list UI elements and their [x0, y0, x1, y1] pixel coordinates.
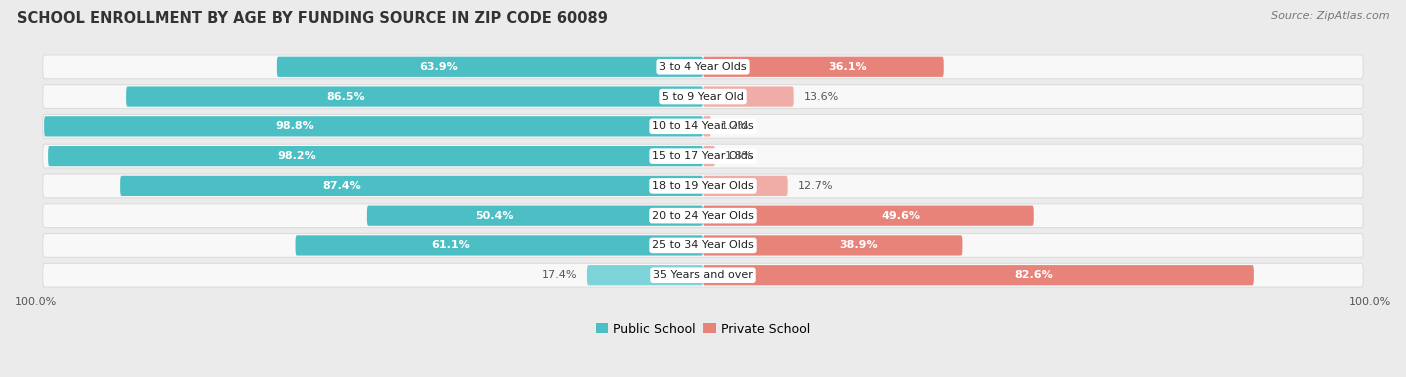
- Text: 3 to 4 Year Olds: 3 to 4 Year Olds: [659, 62, 747, 72]
- Text: 86.5%: 86.5%: [326, 92, 364, 101]
- FancyBboxPatch shape: [703, 265, 1254, 285]
- FancyBboxPatch shape: [703, 146, 716, 166]
- Text: 49.6%: 49.6%: [882, 211, 921, 221]
- FancyBboxPatch shape: [703, 86, 794, 107]
- FancyBboxPatch shape: [127, 86, 703, 107]
- Text: 17.4%: 17.4%: [541, 270, 576, 280]
- FancyBboxPatch shape: [42, 115, 1364, 138]
- Text: 50.4%: 50.4%: [475, 211, 513, 221]
- Text: 87.4%: 87.4%: [322, 181, 361, 191]
- FancyBboxPatch shape: [42, 233, 1364, 257]
- Text: 36.1%: 36.1%: [828, 62, 866, 72]
- FancyBboxPatch shape: [703, 235, 963, 256]
- Text: 15 to 17 Year Olds: 15 to 17 Year Olds: [652, 151, 754, 161]
- Text: 98.2%: 98.2%: [277, 151, 316, 161]
- FancyBboxPatch shape: [586, 265, 703, 285]
- Text: 10 to 14 Year Olds: 10 to 14 Year Olds: [652, 121, 754, 131]
- Text: 12.7%: 12.7%: [797, 181, 834, 191]
- FancyBboxPatch shape: [367, 205, 703, 226]
- Text: 18 to 19 Year Olds: 18 to 19 Year Olds: [652, 181, 754, 191]
- FancyBboxPatch shape: [42, 144, 1364, 168]
- FancyBboxPatch shape: [703, 205, 1033, 226]
- Legend: Public School, Private School: Public School, Private School: [591, 317, 815, 340]
- Text: 1.8%: 1.8%: [725, 151, 754, 161]
- FancyBboxPatch shape: [120, 176, 703, 196]
- Text: 25 to 34 Year Olds: 25 to 34 Year Olds: [652, 241, 754, 250]
- Text: 13.6%: 13.6%: [804, 92, 839, 101]
- FancyBboxPatch shape: [42, 85, 1364, 109]
- Text: 5 to 9 Year Old: 5 to 9 Year Old: [662, 92, 744, 101]
- Text: 82.6%: 82.6%: [1014, 270, 1053, 280]
- Text: 20 to 24 Year Olds: 20 to 24 Year Olds: [652, 211, 754, 221]
- FancyBboxPatch shape: [42, 263, 1364, 287]
- Text: 35 Years and over: 35 Years and over: [652, 270, 754, 280]
- FancyBboxPatch shape: [703, 116, 711, 136]
- Text: 61.1%: 61.1%: [432, 241, 470, 250]
- FancyBboxPatch shape: [48, 146, 703, 166]
- FancyBboxPatch shape: [295, 235, 703, 256]
- FancyBboxPatch shape: [42, 174, 1364, 198]
- Text: Source: ZipAtlas.com: Source: ZipAtlas.com: [1271, 11, 1389, 21]
- Text: 1.2%: 1.2%: [721, 121, 749, 131]
- FancyBboxPatch shape: [703, 57, 943, 77]
- Text: 98.8%: 98.8%: [276, 121, 314, 131]
- FancyBboxPatch shape: [42, 204, 1364, 228]
- Text: 63.9%: 63.9%: [419, 62, 458, 72]
- FancyBboxPatch shape: [42, 55, 1364, 79]
- FancyBboxPatch shape: [703, 176, 787, 196]
- Text: SCHOOL ENROLLMENT BY AGE BY FUNDING SOURCE IN ZIP CODE 60089: SCHOOL ENROLLMENT BY AGE BY FUNDING SOUR…: [17, 11, 607, 26]
- Text: 38.9%: 38.9%: [839, 241, 877, 250]
- FancyBboxPatch shape: [44, 116, 703, 136]
- FancyBboxPatch shape: [277, 57, 703, 77]
